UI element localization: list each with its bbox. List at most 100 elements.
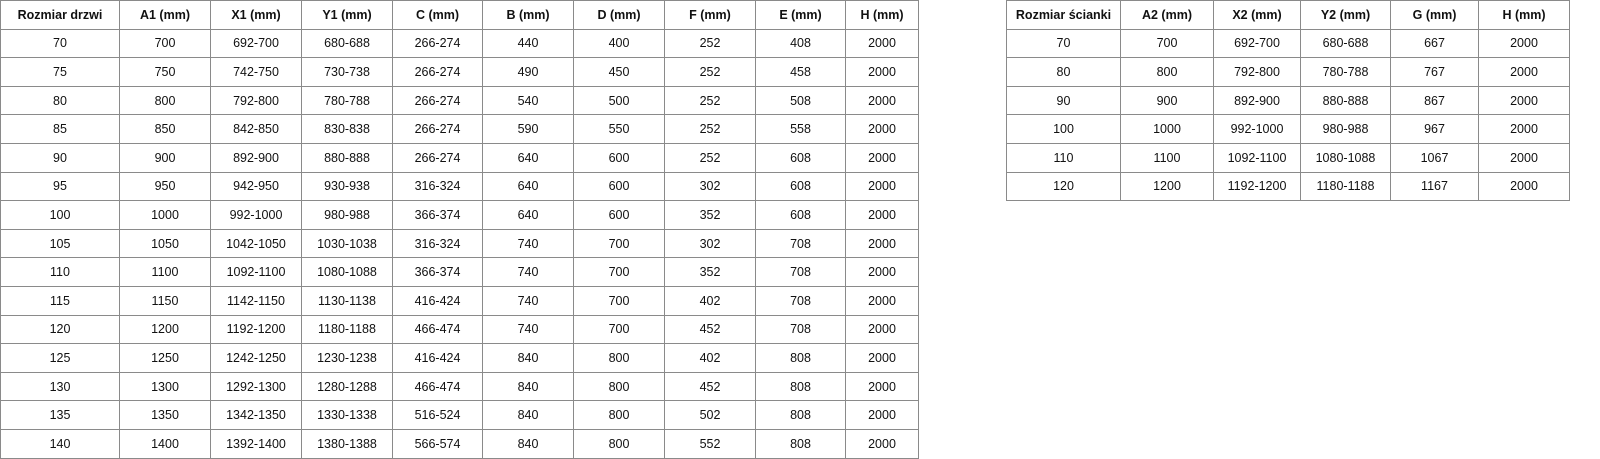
table-cell: 80: [1006, 57, 1121, 87]
table-cell: 402: [664, 343, 756, 373]
table-cell: 502: [664, 400, 756, 430]
table-cell: 516-524: [392, 400, 483, 430]
table-cell: 1042-1050: [210, 228, 302, 259]
table-cell: 700: [119, 28, 211, 59]
table-cell: 1142-1150: [210, 285, 302, 316]
table-cell: 266-274: [392, 85, 483, 116]
table-cell: 416-424: [392, 343, 483, 373]
table-cell: 880-888: [301, 142, 393, 173]
table-cell: 266-274: [392, 142, 483, 173]
table-cell: 266-274: [392, 114, 483, 144]
table-cell: 600: [573, 200, 665, 230]
table-cell: 85: [0, 114, 120, 144]
table-cell: 75: [0, 57, 120, 87]
table-cell: 700: [573, 228, 665, 259]
table-cell: 780-788: [1300, 57, 1391, 87]
table-cell: 1330-1338: [301, 400, 393, 430]
table-cell: 800: [119, 85, 211, 116]
table-cell: 2000: [1478, 85, 1570, 116]
table-row: 70 700 692-700 680-688 266-274 440 400 252 408 20…: [0, 28, 919, 59]
table-cell: 115: [0, 285, 120, 316]
table-cell: 2000: [845, 85, 919, 116]
table-cell: 1092-1100: [1213, 142, 1301, 173]
table-cell: 302: [664, 171, 756, 202]
table-row: 105 1050 1042-1050 1030-1038 316-324 740 700 30…: [0, 228, 919, 259]
table-cell: 1280-1288: [301, 371, 393, 402]
table-cell: 1150: [119, 285, 211, 316]
column-header: D (mm): [573, 0, 665, 30]
column-header: H (mm): [1478, 0, 1570, 30]
table-cell: 680-688: [301, 28, 393, 59]
wall-dimensions-table: Rozmiar ścianki A2 (mm) X2 (mm) Y2 (mm) G (m…: [1006, 0, 1570, 202]
table-cell: 808: [755, 400, 846, 430]
table-cell: 608: [755, 171, 846, 202]
table-row: 90 900 892-900 880-888 867 2000: [1006, 85, 1570, 116]
table-cell: 667: [1390, 28, 1479, 59]
table-cell: 316-324: [392, 228, 483, 259]
table-row: 120 1200 1192-1200 1180-1188 466-474 740 700 45…: [0, 314, 919, 345]
table-cell: 967: [1390, 114, 1479, 144]
table-cell: 558: [755, 114, 846, 144]
table-cell: 800: [1120, 57, 1214, 87]
table-cell: 840: [482, 428, 574, 459]
table-cell: 100: [1006, 114, 1121, 144]
table-cell: 750: [119, 57, 211, 87]
table-cell: 366-374: [392, 200, 483, 230]
table-cell: 980-988: [301, 200, 393, 230]
table-row: 120 1200 1192-1200 1180-1188 1167 2000: [1006, 171, 1570, 202]
table-cell: 1350: [119, 400, 211, 430]
table-cell: 566-574: [392, 428, 483, 459]
header-row: Rozmiar drzwi A1 (mm) X1 (mm) Y1 (mm) C (mm)…: [0, 0, 919, 30]
table-cell: 440: [482, 28, 574, 59]
table-cell: 1392-1400: [210, 428, 302, 459]
table-cell: 2000: [845, 285, 919, 316]
table-cell: 808: [755, 428, 846, 459]
table-cell: 1180-1188: [301, 314, 393, 345]
table-cell: 450: [573, 57, 665, 87]
table-cell: 900: [1120, 85, 1214, 116]
table-cell: 1192-1200: [1213, 171, 1301, 202]
column-header: B (mm): [482, 0, 574, 30]
table-cell: 992-1000: [210, 200, 302, 230]
table-cell: 850: [119, 114, 211, 144]
table-cell: 400: [573, 28, 665, 59]
table-cell: 2000: [1478, 171, 1570, 202]
table-cell: 640: [482, 171, 574, 202]
table-cell: 2000: [1478, 57, 1570, 87]
table-cell: 2000: [845, 428, 919, 459]
table-row: 100 1000 992-1000 980-988 967 2000: [1006, 114, 1570, 144]
column-header: Y1 (mm): [301, 0, 393, 30]
table-cell: 252: [664, 85, 756, 116]
table-cell: 808: [755, 343, 846, 373]
table-cell: 100: [0, 200, 120, 230]
door-dimensions-table: Rozmiar drzwi A1 (mm) X1 (mm) Y1 (mm) C (mm)…: [0, 0, 919, 459]
table-cell: 840: [482, 371, 574, 402]
table-row: 80 800 792-800 780-788 266-274 540 500 252 508 20…: [0, 85, 919, 116]
table-cell: 1250: [119, 343, 211, 373]
table-cell: 458: [755, 57, 846, 87]
table-cell: 1180-1188: [1300, 171, 1391, 202]
column-header: X1 (mm): [210, 0, 302, 30]
table-cell: 708: [755, 228, 846, 259]
table-cell: 600: [573, 171, 665, 202]
table-cell: 830-838: [301, 114, 393, 144]
table-cell: 2000: [845, 28, 919, 59]
table-cell: 1342-1350: [210, 400, 302, 430]
table-row: 140 1400 1392-1400 1380-1388 566-574 840 800 55…: [0, 428, 919, 459]
table-cell: 1130-1138: [301, 285, 393, 316]
table-cell: 95: [0, 171, 120, 202]
table-cell: 252: [664, 142, 756, 173]
table-cell: 452: [664, 371, 756, 402]
table-cell: 352: [664, 257, 756, 287]
table-cell: 2000: [845, 314, 919, 345]
table-cell: 70: [0, 28, 120, 59]
table-cell: 1292-1300: [210, 371, 302, 402]
table-row: 75 750 742-750 730-738 266-274 490 450 252 458 20…: [0, 57, 919, 87]
table-cell: 692-700: [1213, 28, 1301, 59]
column-header: A1 (mm): [119, 0, 211, 30]
table-cell: 892-900: [1213, 85, 1301, 116]
column-header: H (mm): [845, 0, 919, 30]
table-cell: 140: [0, 428, 120, 459]
table-cell: 1067: [1390, 142, 1479, 173]
table-cell: 800: [573, 371, 665, 402]
